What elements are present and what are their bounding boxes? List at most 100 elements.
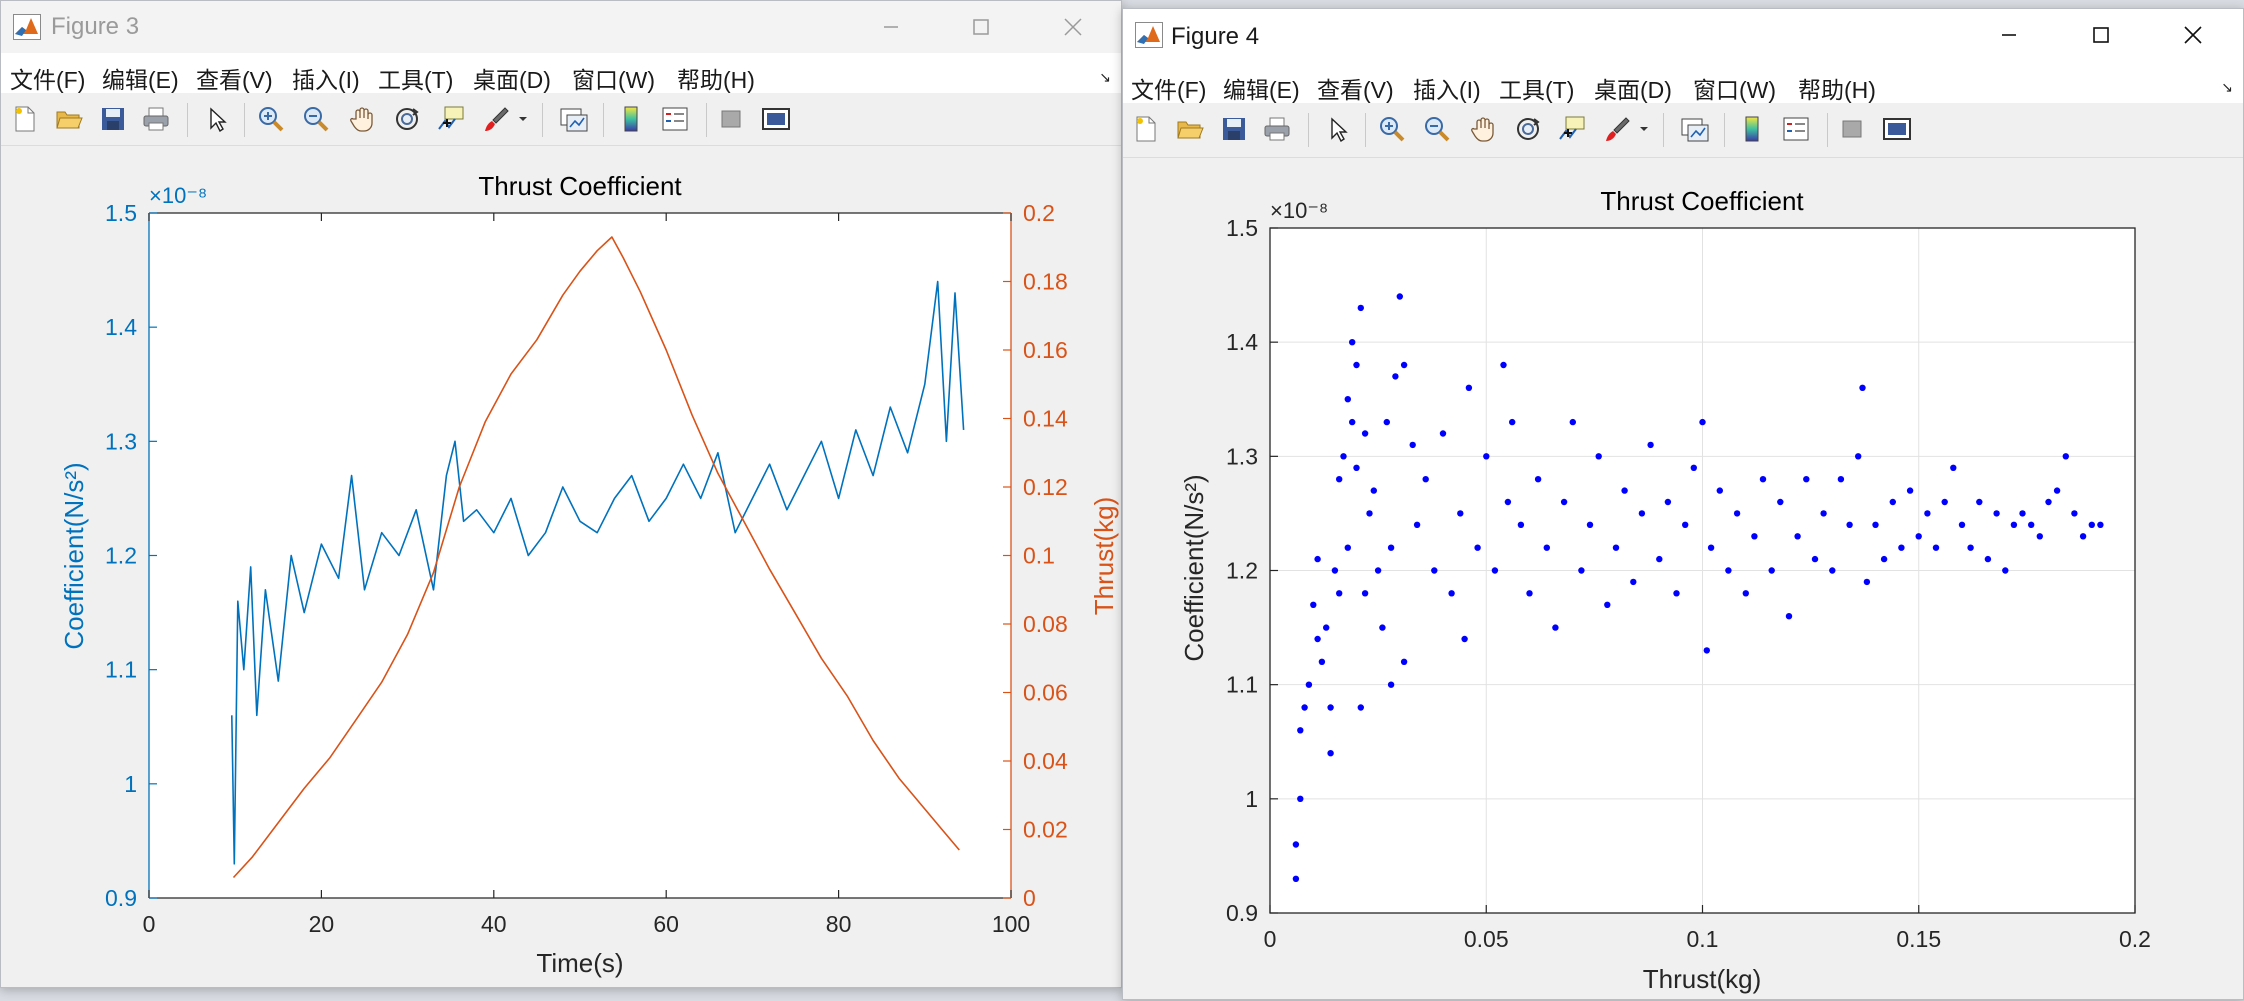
scatter-point[interactable]: [1318, 658, 1326, 665]
scatter-point[interactable]: [2002, 567, 2009, 574]
scatter-point[interactable]: [1344, 396, 1351, 403]
scatter-point[interactable]: [1656, 555, 1663, 563]
scatter-point[interactable]: [1984, 555, 1992, 563]
menu-insert[interactable]: 插入(I): [1413, 77, 1481, 103]
scatter-point[interactable]: [1543, 544, 1550, 551]
scatter-point[interactable]: [1327, 704, 1334, 711]
scatter-point[interactable]: [1474, 544, 1481, 551]
thrust-series-line[interactable]: [232, 236, 960, 879]
scatter-point[interactable]: [1383, 418, 1390, 426]
scatter-point[interactable]: [1682, 521, 1689, 528]
window-title-bar[interactable]: Figure 4: [1123, 9, 2243, 63]
close-button[interactable]: [2173, 17, 2213, 53]
scatter-point[interactable]: [1733, 510, 1741, 517]
scatter-point[interactable]: [1297, 727, 1304, 734]
scatter-point[interactable]: [1349, 339, 1356, 346]
menu-window[interactable]: 窗口(W): [1693, 77, 1777, 103]
scatter-point[interactable]: [1465, 384, 1473, 391]
scatter-point[interactable]: [1422, 476, 1429, 483]
scatter-point[interactable]: [2010, 521, 2018, 528]
scatter-point[interactable]: [1314, 555, 1321, 563]
menu-edit[interactable]: 编辑(E): [102, 67, 179, 93]
menu-desktop[interactable]: 桌面(D): [1594, 77, 1672, 103]
menu-view[interactable]: 查看(V): [196, 67, 273, 93]
close-button[interactable]: [1053, 9, 1093, 45]
dock-arrow-icon[interactable]: ↘: [1099, 69, 1111, 85]
scatter-point[interactable]: [2062, 453, 2069, 460]
pointer-button[interactable]: [199, 101, 235, 137]
link-plot-button[interactable]: [1677, 111, 1713, 147]
scatter-point[interactable]: [2019, 510, 2026, 517]
scatter-point[interactable]: [1400, 658, 1408, 665]
rotate-3d-button[interactable]: [1510, 111, 1546, 147]
data-cursor-button[interactable]: [1554, 111, 1590, 147]
scatter-point[interactable]: [1820, 510, 1827, 517]
scatter-point[interactable]: [1301, 704, 1308, 711]
menu-tools[interactable]: 工具(T): [1499, 77, 1575, 103]
scatter-point[interactable]: [1387, 681, 1395, 688]
scatter-point[interactable]: [1336, 476, 1343, 483]
scatter-point[interactable]: [1785, 613, 1793, 620]
scatter-point[interactable]: [1413, 521, 1421, 528]
brush-button[interactable]: [1600, 111, 1636, 147]
show-plot-tools-button[interactable]: [758, 101, 794, 137]
scatter-point[interactable]: [1751, 533, 1758, 540]
scatter-point[interactable]: [1768, 567, 1775, 574]
scatter-chart[interactable]: 0 0.05 0.1 0.15 0.2 0.9 1 1.1 1.2 1.3 1.4 1.5 Thrus…: [1123, 158, 2241, 998]
minimize-button[interactable]: [871, 9, 911, 45]
menu-help[interactable]: 帮助(H): [1798, 77, 1876, 103]
scatter-point[interactable]: [1855, 453, 1862, 460]
scatter-point[interactable]: [1327, 750, 1334, 757]
scatter-point[interactable]: [1331, 567, 1339, 574]
scatter-point[interactable]: [1504, 498, 1512, 506]
insert-legend-button[interactable]: [1778, 111, 1814, 147]
scatter-point[interactable]: [1837, 476, 1845, 483]
scatter-point[interactable]: [1950, 464, 1957, 471]
scatter-point[interactable]: [1297, 795, 1304, 802]
scatter-point[interactable]: [1353, 361, 1360, 369]
new-figure-button[interactable]: [1128, 111, 1164, 147]
scatter-point[interactable]: [1292, 841, 1300, 848]
brush-button[interactable]: [479, 101, 515, 137]
hide-plot-tools-button[interactable]: [713, 101, 749, 137]
scatter-point[interactable]: [1491, 567, 1499, 574]
menu-insert[interactable]: 插入(I): [292, 67, 360, 93]
scatter-point[interactable]: [1366, 510, 1373, 517]
brush-dropdown-button[interactable]: [515, 101, 531, 137]
insert-colorbar-button[interactable]: [1734, 111, 1770, 147]
scatter-point[interactable]: [1612, 544, 1620, 551]
scatter-point[interactable]: [1310, 601, 1317, 608]
scatter-point[interactable]: [1699, 418, 1706, 426]
scatter-point[interactable]: [1336, 590, 1343, 597]
scatter-point[interactable]: [1387, 544, 1395, 551]
scatter-point[interactable]: [1526, 590, 1533, 597]
scatter-point[interactable]: [1703, 647, 1710, 654]
scatter-point[interactable]: [1880, 555, 1888, 563]
open-file-button[interactable]: [51, 101, 87, 137]
menu-edit[interactable]: 编辑(E): [1223, 77, 1300, 103]
scatter-point[interactable]: [1357, 304, 1364, 312]
scatter-point[interactable]: [1604, 601, 1611, 608]
show-plot-tools-button[interactable]: [1879, 111, 1915, 147]
scatter-point[interactable]: [1340, 453, 1347, 460]
time-series-chart[interactable]: 0 20 40 60 80 100 0.9 1 1.1 1.2 1.3 1.4 1.5 0 0.02 0.04…: [1, 146, 1119, 986]
data-cursor-button[interactable]: [433, 101, 469, 137]
scatter-point[interactable]: [2036, 533, 2043, 540]
scatter-point[interactable]: [1560, 498, 1568, 506]
zoom-in-button[interactable]: [1374, 111, 1410, 147]
scatter-point[interactable]: [1361, 590, 1369, 597]
scatter-point[interactable]: [1457, 510, 1464, 517]
pan-button[interactable]: [1465, 111, 1501, 147]
scatter-point[interactable]: [1305, 681, 1313, 688]
scatter-point[interactable]: [2079, 533, 2087, 540]
scatter-point[interactable]: [1292, 875, 1300, 882]
scatter-point[interactable]: [1379, 624, 1386, 631]
menu-help[interactable]: 帮助(H): [677, 67, 755, 93]
scatter-point[interactable]: [1353, 464, 1360, 471]
pointer-button[interactable]: [1320, 111, 1356, 147]
scatter-point[interactable]: [1932, 544, 1940, 551]
scatter-point[interactable]: [1759, 476, 1767, 483]
scatter-point[interactable]: [1349, 418, 1356, 426]
scatter-point[interactable]: [1517, 521, 1525, 528]
scatter-point[interactable]: [1742, 590, 1749, 597]
